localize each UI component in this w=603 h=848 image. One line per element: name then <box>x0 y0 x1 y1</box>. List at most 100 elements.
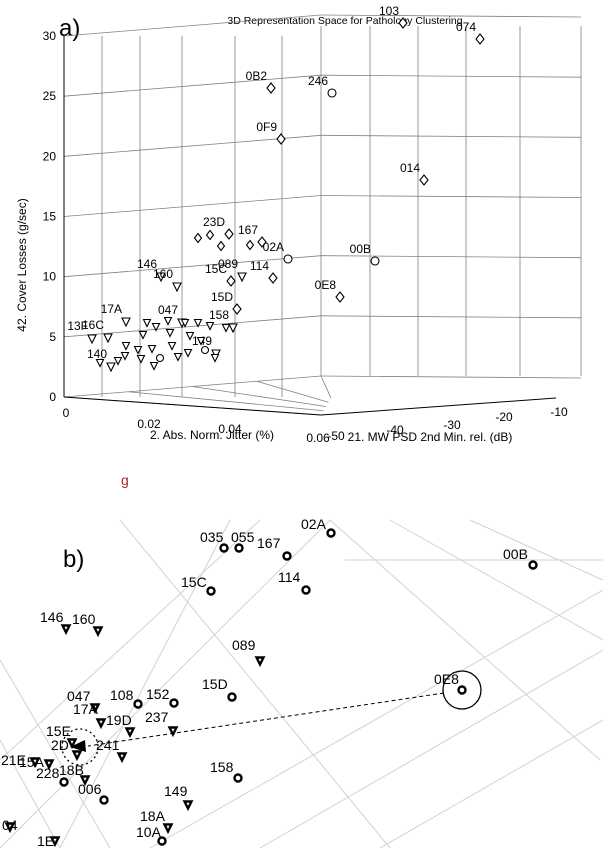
chart-a-axes <box>63 36 557 416</box>
y-tick-label: -20 <box>495 410 513 424</box>
point-label: 089 <box>218 257 238 271</box>
point-label: 17A <box>73 701 99 717</box>
point-marker <box>60 624 72 636</box>
point-label: 02A <box>301 516 327 532</box>
chart-a-grid <box>63 14 582 416</box>
point-marker <box>326 528 336 538</box>
point-marker <box>89 703 101 715</box>
point-marker <box>398 17 408 29</box>
point-label: 00B <box>503 546 528 562</box>
point-label: 014 <box>400 161 420 175</box>
z-tick-label: 5 <box>49 330 56 344</box>
point-label: 15A <box>19 754 45 770</box>
point-marker <box>151 322 161 332</box>
chart-a-ticks: 0 5 10 15 20 25 30 0 0.02 0.04 0.06-50 -40 -30 -20 -10 <box>43 29 568 445</box>
point-label: 04 <box>2 817 18 833</box>
point-marker <box>133 699 143 709</box>
point-label: 035 <box>200 529 224 545</box>
point-marker <box>182 800 194 812</box>
point-marker <box>162 823 174 835</box>
point-label: 140 <box>87 347 107 361</box>
point-marker <box>142 318 152 328</box>
point-marker <box>228 323 238 334</box>
point-label: 21E <box>1 752 26 768</box>
point-label: 0B2 <box>246 69 268 83</box>
z-axis-label: 42. Cover Losses (g/sec) <box>15 198 29 331</box>
point-label: 149 <box>164 783 188 799</box>
point-label: 17A <box>101 302 122 316</box>
point-marker <box>87 334 97 345</box>
point-marker <box>419 174 429 186</box>
point-label: 0F9 <box>256 120 277 134</box>
point-label: 1E <box>37 833 54 848</box>
point-marker <box>155 353 165 363</box>
point-label: 152 <box>146 686 170 702</box>
point-marker <box>266 82 276 94</box>
arrow-head <box>70 740 86 752</box>
point-label: 114 <box>278 569 301 585</box>
point-label: 241 <box>96 737 120 753</box>
point-marker <box>210 353 220 363</box>
point-label: 18A <box>140 808 166 824</box>
point-label: 15E <box>46 723 71 739</box>
point-label: 15D <box>211 290 233 304</box>
point-marker <box>79 775 91 787</box>
point-marker <box>327 88 337 98</box>
x-tick-label: 0.04 <box>218 422 242 436</box>
point-marker <box>124 727 136 739</box>
point-marker <box>219 543 229 553</box>
point-marker <box>232 303 242 315</box>
point-marker <box>147 344 157 354</box>
point-marker <box>4 822 16 834</box>
point-marker <box>282 551 292 561</box>
point-marker <box>183 348 193 358</box>
point-marker <box>180 318 190 328</box>
panel-b-label: b) <box>63 546 84 573</box>
point-marker <box>113 356 123 366</box>
point-marker <box>71 750 83 762</box>
point-label: 237 <box>145 709 169 725</box>
point-marker <box>226 275 236 287</box>
point-label: 146 <box>40 609 64 625</box>
point-label: 047 <box>158 303 178 317</box>
point-marker <box>227 692 237 702</box>
point-marker <box>157 836 167 846</box>
point-marker <box>95 718 107 730</box>
point-label: 15C <box>205 262 227 276</box>
point-marker <box>133 345 143 355</box>
point-marker <box>205 229 215 241</box>
point-label: 16C <box>82 318 104 332</box>
point-marker <box>200 345 210 355</box>
point-marker <box>276 133 286 145</box>
point-marker <box>43 759 55 771</box>
point-marker <box>193 318 203 328</box>
y-axis-label: 21. MW PSD 2nd Min. rel. (dB) <box>348 430 513 444</box>
point-label: 0E8 <box>315 278 337 292</box>
point-marker <box>120 351 130 361</box>
point-marker <box>257 236 267 248</box>
point-label: 114 <box>250 259 269 273</box>
point-marker <box>185 331 195 341</box>
point-marker <box>172 282 182 293</box>
point-label: 074 <box>456 20 476 34</box>
x-tick-label: 0.06 <box>306 431 330 445</box>
z-tick-label: 25 <box>43 89 57 103</box>
point-marker <box>136 354 146 364</box>
point-label: 15C <box>181 574 207 590</box>
point-marker <box>103 333 113 344</box>
chart-a-title: 3D Representation Space for Pathology Cl… <box>227 15 462 27</box>
panel-a-label: a) <box>59 15 80 42</box>
point-label: 10A <box>136 824 162 840</box>
point-marker <box>121 317 131 328</box>
z-tick-label: 0 <box>49 390 56 404</box>
point-marker <box>99 795 109 805</box>
chart-b-grid <box>0 519 603 848</box>
z-tick-label: 30 <box>43 29 57 43</box>
x-tick-label: 0 <box>63 406 70 420</box>
point-marker <box>475 33 485 45</box>
stray-mark: g <box>121 472 129 488</box>
point-label: 047 <box>67 688 91 704</box>
point-marker <box>193 232 203 244</box>
